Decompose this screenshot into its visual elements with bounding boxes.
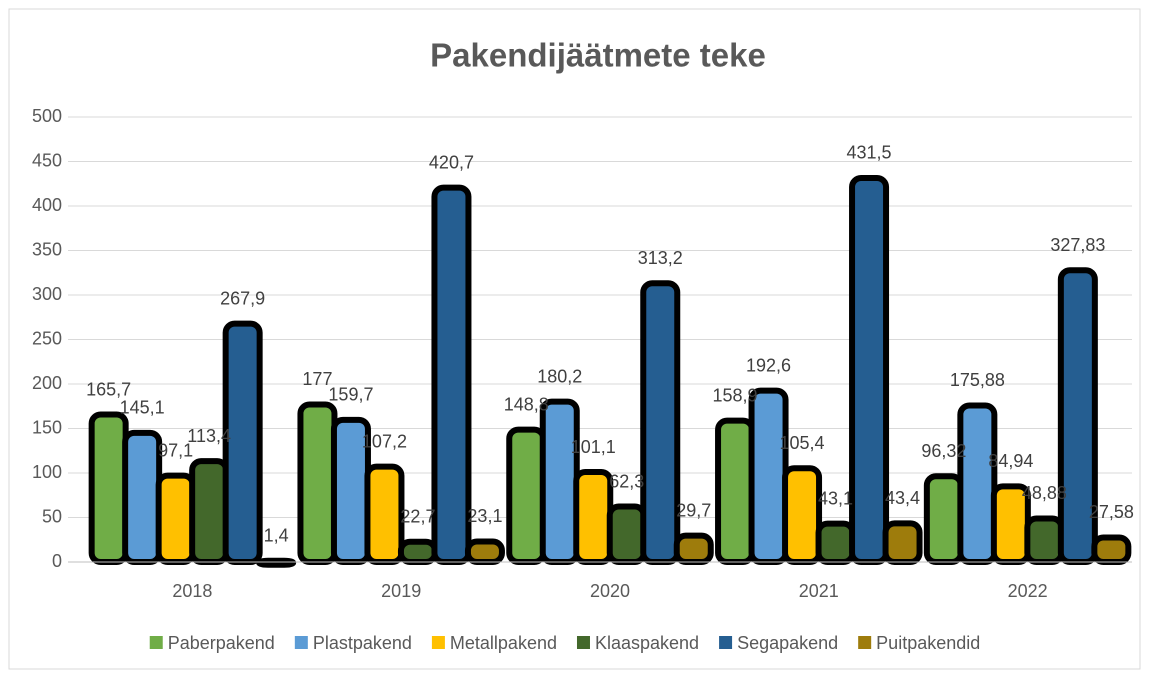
y-tick-label: 150 bbox=[32, 417, 62, 437]
y-tick-label: 0 bbox=[52, 551, 62, 571]
data-label: 180,2 bbox=[537, 366, 582, 386]
bar bbox=[464, 538, 505, 565]
legend-swatch bbox=[858, 636, 872, 649]
data-label: 101,1 bbox=[571, 437, 616, 457]
legend-label: Metallpakend bbox=[450, 633, 557, 653]
legend-swatch bbox=[149, 636, 163, 649]
bar bbox=[297, 401, 338, 565]
bar bbox=[640, 280, 681, 565]
data-label: 420,7 bbox=[429, 152, 474, 172]
bar bbox=[606, 503, 647, 566]
data-label: 177 bbox=[302, 369, 332, 389]
data-label: 62,3 bbox=[609, 471, 644, 491]
data-label: 113,4 bbox=[187, 426, 231, 446]
data-label: 148,8 bbox=[504, 394, 549, 414]
data-label: 29,7 bbox=[676, 500, 711, 520]
legend-label: Puitpakendid bbox=[876, 633, 980, 653]
y-tick-label: 200 bbox=[32, 373, 62, 393]
x-tick-label: 2020 bbox=[590, 581, 630, 601]
bar bbox=[923, 473, 964, 566]
bar bbox=[431, 184, 472, 565]
data-label: 84,94 bbox=[988, 451, 1033, 471]
x-tick-label: 2018 bbox=[172, 581, 212, 601]
data-label: 96,32 bbox=[921, 441, 966, 461]
bar bbox=[782, 465, 823, 565]
bar bbox=[715, 417, 756, 566]
y-tick-label: 350 bbox=[32, 239, 62, 259]
bar bbox=[957, 402, 998, 565]
data-label: 43,4 bbox=[885, 488, 920, 508]
legend-swatch bbox=[431, 636, 445, 649]
bar bbox=[748, 387, 789, 565]
y-tick-label: 450 bbox=[32, 150, 62, 170]
bar bbox=[673, 532, 714, 566]
bar bbox=[573, 469, 614, 565]
data-label: 1,4 bbox=[264, 526, 289, 546]
bar bbox=[849, 174, 890, 565]
y-tick-label: 300 bbox=[32, 284, 62, 304]
data-label: 97,1 bbox=[158, 440, 193, 460]
legend-label: Plastpakend bbox=[313, 633, 412, 653]
bar bbox=[882, 520, 923, 566]
x-tick-label: 2019 bbox=[381, 581, 421, 601]
bar bbox=[364, 463, 405, 566]
data-label: 107,2 bbox=[362, 431, 407, 451]
data-label: 145,1 bbox=[120, 398, 165, 418]
data-label: 23,1 bbox=[467, 506, 502, 526]
chart-title: Pakendijäätmete teke bbox=[430, 37, 766, 74]
legend-swatch bbox=[719, 636, 733, 649]
bar bbox=[122, 429, 163, 565]
data-label: 43,1 bbox=[818, 488, 853, 508]
bar bbox=[88, 411, 129, 566]
data-label: 48,88 bbox=[1022, 483, 1067, 503]
legend-label: Klaaspakend bbox=[595, 633, 699, 653]
data-label: 431,5 bbox=[847, 143, 892, 163]
data-label: 192,6 bbox=[746, 355, 791, 375]
data-label: 158,9 bbox=[713, 385, 758, 405]
bar bbox=[189, 458, 230, 566]
y-tick-label: 250 bbox=[32, 328, 62, 348]
data-label: 267,9 bbox=[220, 288, 265, 308]
y-tick-label: 100 bbox=[32, 462, 62, 482]
y-tick-label: 50 bbox=[42, 506, 62, 526]
x-tick-label: 2022 bbox=[1008, 581, 1048, 601]
data-label: 313,2 bbox=[638, 248, 683, 268]
bar bbox=[815, 520, 856, 565]
bar bbox=[1024, 515, 1065, 566]
bar bbox=[155, 472, 196, 565]
bar bbox=[256, 557, 297, 568]
legend-swatch bbox=[576, 636, 590, 649]
x-tick-label: 2021 bbox=[799, 581, 839, 601]
bar bbox=[539, 398, 580, 566]
bar bbox=[1091, 534, 1132, 565]
legend-label: Paberpakend bbox=[168, 633, 275, 653]
legend-swatch bbox=[294, 636, 308, 649]
data-label: 165,7 bbox=[86, 379, 131, 399]
data-label: 105,4 bbox=[780, 433, 825, 453]
data-label: 22,7 bbox=[400, 507, 435, 527]
data-label: 175,88 bbox=[950, 370, 1005, 390]
y-tick-label: 400 bbox=[32, 195, 62, 215]
data-label: 27,58 bbox=[1089, 502, 1134, 522]
bar bbox=[506, 426, 547, 565]
legend-label: Segapakend bbox=[737, 633, 838, 653]
data-label: 159,7 bbox=[328, 385, 373, 405]
y-tick-label: 500 bbox=[32, 106, 62, 126]
data-label: 327,83 bbox=[1050, 235, 1105, 255]
bar bbox=[397, 538, 438, 565]
